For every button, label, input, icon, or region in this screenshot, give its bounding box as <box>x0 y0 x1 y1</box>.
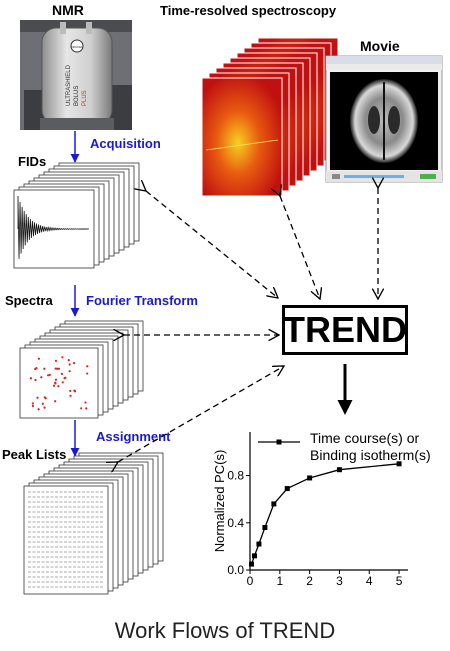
time-course-line1: Time course(s) or <box>310 430 420 446</box>
magnet-model-text-a: ULTRASHIELD <box>66 64 72 106</box>
fids-label: FIDs <box>18 154 47 169</box>
spectrum-peak <box>52 384 56 387</box>
spectrum-peak <box>35 366 38 370</box>
chart-x-tick-label: 3 <box>336 574 343 588</box>
spectrum-peak <box>37 357 41 360</box>
spectrum-peak <box>69 394 72 397</box>
fid-stack <box>13 162 140 269</box>
spectrum-peak <box>31 402 34 405</box>
spectrum-peak <box>48 373 51 377</box>
spectrum-peak <box>57 367 61 370</box>
acquisition-label: Acquisition <box>90 136 161 151</box>
chart-x-tick-label: 5 <box>396 574 403 588</box>
chart-x-tick-label: 1 <box>276 574 283 588</box>
spectrum-peak <box>34 378 37 382</box>
movie-label: Movie <box>360 38 400 54</box>
peak-list-stack <box>23 452 164 595</box>
spectrum-peak <box>68 363 71 366</box>
peaks-trend-arrow <box>118 366 284 462</box>
heatmap-trace <box>205 139 279 151</box>
spectrum-peak <box>31 404 35 408</box>
chart-data-point <box>271 501 277 507</box>
chart-data-point <box>396 461 402 467</box>
chart-data-point <box>248 561 254 567</box>
spectrum-peak <box>86 365 89 368</box>
spectrum-peak <box>69 389 72 393</box>
spectrum-peak <box>84 401 87 404</box>
spectrum-peak <box>60 372 64 375</box>
chart-y-axis-label: Normalized PC(s) <box>212 450 227 553</box>
spectrum-peak <box>80 407 83 410</box>
spectrum-peak <box>41 402 44 405</box>
spectrum-peak <box>85 407 88 410</box>
chart-legend-marker <box>276 439 282 445</box>
nmr-label: NMR <box>52 2 84 18</box>
trend-label: TREND <box>283 309 407 350</box>
fid-trace <box>17 195 89 259</box>
chart-y-tick-label: 0.0 <box>227 563 244 577</box>
spectrum-peak <box>61 381 64 384</box>
time-resolved-label: Time-resolved spectroscopy <box>160 3 337 18</box>
spectrum-peak <box>56 367 59 370</box>
chart-data-point <box>262 525 268 531</box>
time-resolved-stack <box>201 37 339 197</box>
trend-box: TREND <box>282 305 408 355</box>
spectrum-peak <box>54 381 57 384</box>
spectrum-peak <box>36 396 39 399</box>
spectrum-peak <box>61 356 64 359</box>
spectrum-peak <box>29 377 33 380</box>
chart-x-tick-label: 0 <box>247 574 254 588</box>
chart-data-point <box>307 475 313 481</box>
spectrum-peak <box>54 400 57 403</box>
chart-x-tick-label: 2 <box>306 574 313 588</box>
spectroscopy-trend-arrow <box>280 196 320 299</box>
magnet-brand-text: BRUKER <box>71 45 84 49</box>
specStack-frame <box>19 347 99 419</box>
spectrum-peak <box>86 372 89 375</box>
chart-data-point <box>256 541 262 547</box>
movie-window <box>325 55 443 183</box>
chart-data-point <box>336 467 342 473</box>
chart-y-tick-label: 0.8 <box>227 469 244 483</box>
chart-y-tick-label: 0.4 <box>227 516 244 530</box>
spectrum-peak <box>40 376 43 379</box>
chart-data-point <box>284 486 290 492</box>
magnet-model-text-b: BOLUS <box>74 86 80 106</box>
spectrum-peak <box>73 389 76 392</box>
chart-data-point <box>251 553 257 559</box>
spectrum-peak <box>67 359 70 362</box>
time-course-line2: Binding isotherm(s) <box>310 447 431 463</box>
magnet-model-text-c: PLUS <box>82 90 88 106</box>
figure-caption: Work Flows of TREND <box>114 618 336 643</box>
chart-x-tick-label: 4 <box>366 574 373 588</box>
spectrum-peak <box>57 385 60 388</box>
spectrum-peak <box>43 396 46 399</box>
spectra-stack <box>19 320 144 419</box>
fid-trend-arrow <box>146 191 278 298</box>
spectrum-peak <box>64 376 67 379</box>
spectrum-peak <box>46 374 50 377</box>
spectra-label: Spectra <box>5 293 53 308</box>
spectrum-peak <box>68 370 71 373</box>
time-course-label: Time course(s) or Binding isotherm(s) <box>310 430 431 464</box>
binding-chart: Normalized PC(s) 0 1 2 3 4 5 0.0 0.4 0.8 <box>212 432 408 588</box>
nmr-magnet-photo: BRUKER ULTRASHIELD BOLUS PLUS <box>20 20 132 130</box>
chart-series-line <box>250 463 400 565</box>
spectrum-peak <box>43 367 46 370</box>
spectrum-peak <box>43 406 46 409</box>
heatmap-frame <box>201 77 283 197</box>
peakStack-frame <box>23 485 109 595</box>
spectrum-peak <box>72 362 76 365</box>
spectrum-peak <box>37 408 40 411</box>
spectrum-peak <box>54 359 58 362</box>
spectrum-peak <box>54 378 58 381</box>
peak-lists-label: Peak Lists <box>2 447 67 462</box>
